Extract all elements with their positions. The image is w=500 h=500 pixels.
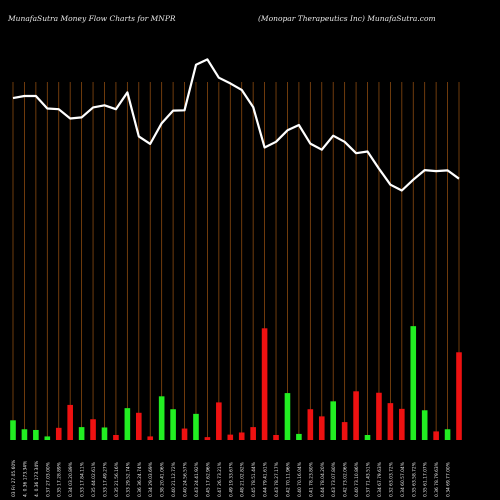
volume-bar	[90, 419, 96, 440]
x-tick-label: 0.37 71.43.51%	[366, 462, 372, 497]
x-tick-label: 0.40 21.12.72%	[171, 462, 177, 497]
x-tick-label: 0.44 79.41.61%	[263, 462, 269, 497]
volume-bar	[364, 434, 371, 440]
volume-bar	[227, 434, 234, 440]
x-tick-label: 0.43 73.07.80%	[331, 462, 337, 497]
x-tick-label: 0.35 63.58.72%	[411, 462, 417, 497]
volume-bar	[124, 408, 131, 440]
x-tick-label: 0.47 26.73.21%	[217, 462, 223, 497]
money-flow-line	[12, 58, 460, 192]
volume-bar	[216, 402, 222, 440]
x-tick-label: 0.35 61.17.07%	[423, 462, 429, 497]
volume-bars	[10, 326, 462, 440]
volume-bar	[421, 410, 428, 440]
volume-bar	[78, 427, 85, 440]
x-tick-label: 0.34 03.20.89%	[68, 462, 74, 497]
x-tick-label: 0.43 24.41.92%	[194, 462, 200, 497]
volume-bar	[181, 428, 188, 440]
volume-bar	[238, 432, 245, 440]
x-tick-label: 4. 0.36 173.34%	[22, 461, 28, 497]
volume-bar	[33, 429, 39, 440]
volume-bar	[456, 352, 462, 440]
x-tick-label: 0.34 29.03.69%	[148, 462, 154, 497]
x-tick-label: 0.35 21.56.16%	[114, 462, 120, 497]
chart-title-left: MunafaSutra Money Flow Charts for MNPR	[8, 14, 176, 23]
x-tick-label: 0.33 17.49.27%	[102, 462, 108, 497]
volume-bar	[10, 420, 16, 440]
x-tick-label: 0.48 21.02.82%	[240, 462, 246, 497]
volume-bar	[113, 434, 119, 440]
x-tick-label: 0.49 19.33.67%	[228, 462, 234, 497]
x-tick-label: 0.40 24.56.57%	[183, 462, 189, 497]
x-tick-label: 0.38 20.41.06%	[160, 462, 166, 497]
x-tick-label: 0.42 70.11.96%	[285, 462, 291, 497]
volume-bar	[204, 437, 211, 440]
volume-bar	[353, 391, 359, 440]
volume-bar	[170, 409, 176, 440]
volume-bar	[284, 393, 291, 440]
x-tick-label: 0.40 73.10.86%	[354, 462, 360, 497]
x-tick-label: 0.41 78.23.80%	[308, 462, 314, 497]
x-tick-label: 0.35 44.02.61%	[91, 462, 97, 497]
x-tick-label: 0.34 60.57.04%	[400, 462, 406, 497]
volume-bar	[399, 408, 405, 440]
x-tick-label: 0.36 78.79.63%	[434, 462, 440, 497]
x-tick-label: 0.35 17.28.89%	[57, 462, 63, 497]
volume-bar	[341, 422, 348, 440]
x-tick-label: 0.45 78.51.44%	[251, 462, 257, 497]
volume-bar	[147, 436, 154, 440]
x-tick-label: 0.34 67.79.63%	[377, 462, 383, 497]
x-tick-label: 0.44 78.04.20%	[320, 462, 326, 497]
x-tick-label: 4. 0.36 173.34%	[34, 461, 40, 497]
chart-title-right: (Monopar Therapeutics Inc) MunafaSutra.c…	[258, 14, 436, 23]
x-tick-label: 0.37 27.03.00%	[45, 462, 51, 497]
x-tick-label: 0.45 17.62.96%	[205, 462, 211, 497]
volume-bar	[307, 409, 314, 440]
volume-bar	[193, 413, 199, 440]
volume-bar	[444, 429, 451, 440]
volume-bar	[318, 416, 325, 440]
volume-bar	[250, 427, 256, 440]
x-tick-label: 0.32 63.03.72%	[388, 462, 394, 497]
x-tick-label: 0.34 69.77.00%	[446, 462, 452, 497]
volume-bar	[410, 326, 417, 440]
volume-bar	[158, 396, 165, 440]
volume-bar	[330, 401, 337, 440]
x-tick-label: 0.33 29.52.74%	[125, 462, 131, 497]
x-tick-label: 0.36 36.24.74%	[137, 462, 143, 497]
volume-bar	[21, 429, 28, 440]
volume-bar	[135, 412, 142, 440]
volume-bar	[101, 427, 108, 440]
volume-bar	[67, 404, 73, 440]
x-tick-labels: 03 Fri 27.05.60% 4. 0.36 173.34% 4. 0.36 1…	[11, 460, 452, 497]
volume-bar	[273, 434, 279, 440]
volume-bar	[55, 427, 62, 440]
x-tick-label: 0.42 73.02.06%	[343, 462, 349, 497]
x-tick-label: 0.33 17.84.11%	[80, 462, 86, 497]
volume-bar	[387, 403, 394, 440]
grid-lines	[12, 82, 460, 440]
volume-bar	[44, 436, 51, 440]
x-tick-label: 03 Fri 27.05.60%	[11, 460, 17, 497]
x-tick-label: 0.43 78.27.17%	[274, 462, 280, 497]
x-tick-label: 0.40 70.16.04%	[297, 462, 303, 497]
volume-bar	[296, 433, 302, 440]
volume-bar	[261, 328, 268, 440]
volume-bar	[433, 431, 439, 440]
volume-bar	[376, 392, 382, 440]
